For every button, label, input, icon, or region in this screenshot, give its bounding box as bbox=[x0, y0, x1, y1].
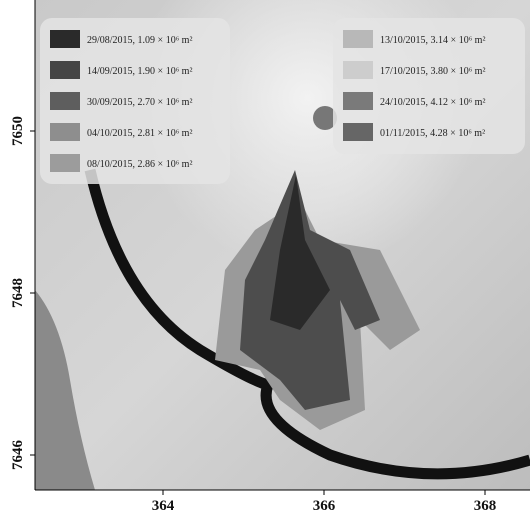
legends: 29/08/2015, 1.09 × 10⁶ m² 14/09/2015, 1.9… bbox=[40, 18, 525, 184]
legend-label: 01/11/2015, 4.28 × 10⁶ m² bbox=[380, 128, 485, 139]
x-tick-label: 366 bbox=[313, 498, 336, 514]
legend-swatch bbox=[50, 61, 80, 79]
legend-box bbox=[333, 18, 525, 154]
legend-label: 29/08/2015, 1.09 × 10⁶ m² bbox=[87, 35, 192, 46]
legend-swatch bbox=[343, 61, 373, 79]
x-tick-label: 364 bbox=[152, 498, 175, 514]
y-tick-label: 7648 bbox=[10, 278, 26, 308]
legend-swatch bbox=[343, 30, 373, 48]
x-tick-label: 368 bbox=[474, 498, 497, 514]
legend-swatch bbox=[50, 30, 80, 48]
legend-swatch bbox=[50, 92, 80, 110]
legend-label: 14/09/2015, 1.90 × 10⁶ m² bbox=[87, 66, 192, 77]
legend-label: 04/10/2015, 2.81 × 10⁶ m² bbox=[87, 128, 192, 139]
legend-swatch bbox=[50, 154, 80, 172]
y-tick-label: 7650 bbox=[10, 116, 26, 146]
legend-swatch bbox=[50, 123, 80, 141]
y-tick-label: 7646 bbox=[10, 440, 26, 471]
axes: 364 366 368 7646 7648 7650 bbox=[10, 0, 530, 514]
legend-box bbox=[40, 18, 230, 184]
legend-label: 13/10/2015, 3.14 × 10⁶ m² bbox=[380, 35, 485, 46]
legend-swatch bbox=[343, 92, 373, 110]
legend-label: 30/09/2015, 2.70 × 10⁶ m² bbox=[87, 97, 192, 108]
legend-swatch bbox=[343, 123, 373, 141]
legend-label: 17/10/2015, 3.80 × 10⁶ m² bbox=[380, 66, 485, 77]
legend-label: 24/10/2015, 4.12 × 10⁶ m² bbox=[380, 97, 485, 108]
legend-label: 08/10/2015, 2.86 × 10⁶ m² bbox=[87, 159, 192, 170]
